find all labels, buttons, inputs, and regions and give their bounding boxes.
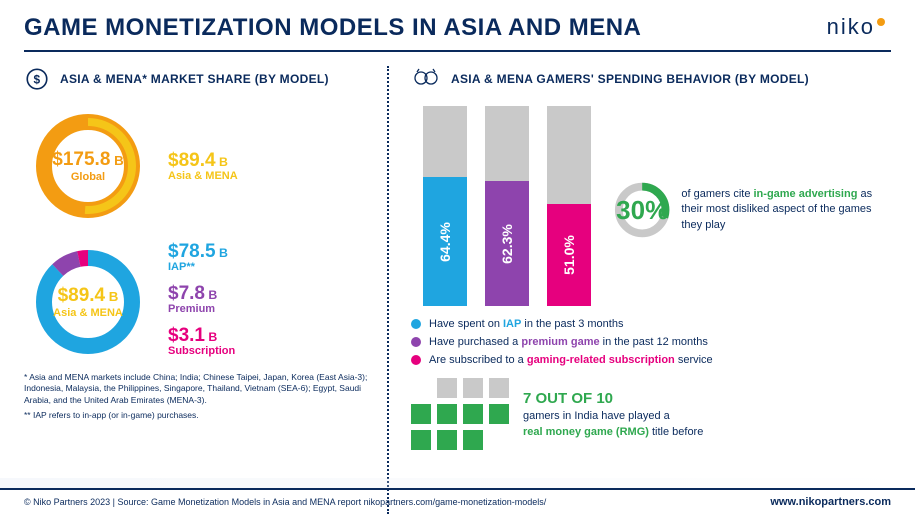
share-icon: $ — [24, 66, 50, 92]
india-stat: 7 OUT OF 10gamers in India have played a… — [411, 378, 891, 450]
logo: niko — [827, 14, 885, 40]
india-grid — [411, 378, 509, 450]
logo-dot — [877, 18, 885, 26]
logo-text: niko — [827, 14, 875, 39]
bar: 62.3% — [485, 106, 529, 306]
india-text: 7 OUT OF 10gamers in India have played a… — [523, 388, 703, 440]
gamers-icon — [411, 66, 441, 92]
bar-legend: Have spent on IAP in the past 3 months Ha… — [411, 318, 891, 366]
wave-decoration — [0, 478, 915, 488]
bar: 51.0% — [547, 106, 591, 306]
footnote-2: ** IAP refers to in-app (or in-game) pur… — [24, 410, 369, 421]
right-heading: ASIA & MENA GAMERS' SPENDING BEHAVIOR (B… — [411, 66, 891, 92]
page-title: GAME MONETIZATION MODELS IN ASIA AND MEN… — [24, 14, 891, 42]
stat-30: 30% of gamers cite in-game advertising a… — [613, 102, 891, 318]
right-panel: ASIA & MENA GAMERS' SPENDING BEHAVIOR (B… — [389, 66, 891, 514]
bar: 64.4% — [423, 106, 467, 306]
legend-row: Have purchased a premium game in the pas… — [411, 336, 891, 348]
bar-chart: 64.4% 62.3% 51.0% — [423, 106, 591, 306]
legend-row: Have spent on IAP in the past 3 months — [411, 318, 891, 330]
footnotes: * Asia and MENA markets include China; I… — [24, 372, 369, 422]
left-heading: $ ASIA & MENA* MARKET SHARE (BY MODEL) — [24, 66, 369, 92]
footer: © Niko Partners 2023 | Source: Game Mone… — [0, 488, 915, 514]
divider — [24, 50, 891, 52]
donut-regional: $89.4 BAsia & MENA — [24, 238, 152, 366]
legend-row: Are subscribed to a gaming-related subsc… — [411, 354, 891, 366]
ring-30: 30% — [613, 150, 671, 270]
donut-global-row: $175.8 BGlobal $89.4 BAsia & MENA — [24, 102, 369, 230]
stat-30-text: of gamers cite in-game advertising as th… — [681, 187, 891, 233]
svg-text:$: $ — [34, 72, 41, 86]
donut-global: $175.8 BGlobal — [24, 102, 152, 230]
donut-global-legend: $89.4 BAsia & MENA — [168, 150, 238, 182]
left-panel: $ ASIA & MENA* MARKET SHARE (BY MODEL) $… — [24, 66, 389, 514]
footnote-1: * Asia and MENA markets include China; I… — [24, 372, 369, 406]
footer-url: www.nikopartners.com — [770, 496, 891, 508]
donut-regional-legend: $78.5 BIAP**$7.8 BPremium$3.1 BSubscript… — [168, 241, 235, 363]
copyright: © Niko Partners 2023 | Source: Game Mone… — [24, 497, 546, 507]
donut-regional-row: $89.4 BAsia & MENA $78.5 BIAP**$7.8 BPre… — [24, 238, 369, 366]
